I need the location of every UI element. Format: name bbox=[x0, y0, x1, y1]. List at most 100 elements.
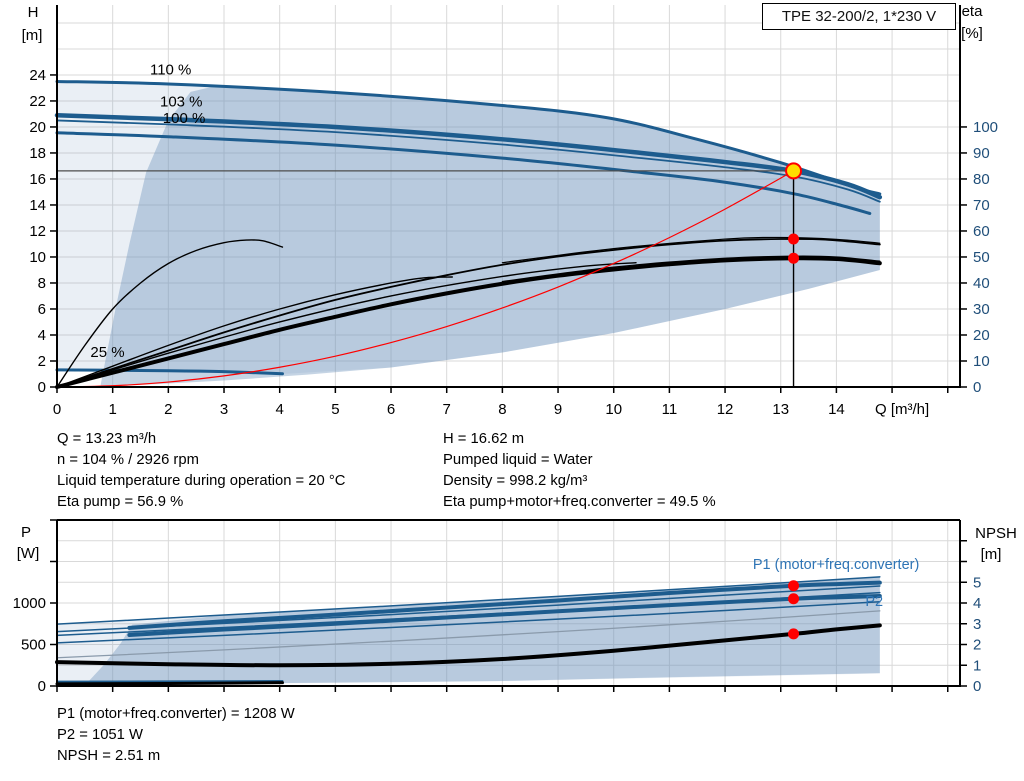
x-tick-label: 9 bbox=[554, 401, 562, 418]
series-eta-mid-75pct bbox=[56, 262, 637, 388]
y-left-tick-label: 12 bbox=[29, 223, 46, 240]
series-npsh-curve bbox=[55, 623, 882, 668]
series-eta-total-upper bbox=[501, 255, 881, 283]
y-right-tick-label: 80 bbox=[973, 171, 990, 188]
y-left-tick-label: 24 bbox=[29, 67, 46, 84]
series-curve-100pct bbox=[55, 131, 872, 215]
y-right-tick-label: 0 bbox=[973, 379, 981, 396]
y-left-axis-title: H bbox=[28, 4, 39, 21]
y-right-tick-label: 20 bbox=[973, 327, 990, 344]
x-tick-label: 3 bbox=[220, 401, 228, 418]
info-liquid-temp: Liquid temperature during operation = 20… bbox=[57, 473, 346, 489]
y-left-tick-label: 500 bbox=[21, 637, 46, 654]
y-right-tick-label: 60 bbox=[973, 223, 990, 240]
y-right-tick-label: 90 bbox=[973, 145, 990, 162]
marker-duty-point[interactable] bbox=[785, 162, 803, 180]
pump-model-title-box: TPE 32-200/2, 1*230 V bbox=[762, 3, 956, 30]
info-flow: Q = 13.23 m³/h bbox=[57, 431, 157, 447]
series-p2-25pct bbox=[55, 681, 284, 686]
plot-label: 100 % bbox=[163, 110, 206, 127]
info-pumped-liquid: Pumped liquid = Water bbox=[443, 452, 593, 468]
x-tick-label: 12 bbox=[717, 401, 734, 418]
series-eta-total bbox=[55, 256, 882, 389]
y-left-tick-label: 0 bbox=[38, 678, 46, 695]
info-eta-total: Eta pump+motor+freq.converter = 49.5 % bbox=[443, 494, 716, 510]
series-p-limit-gray bbox=[56, 610, 881, 659]
x-axis-title: Q [m³/h] bbox=[875, 401, 929, 418]
power-npsh-chart: P1 (motor+freq.converter) P2 0 500 1000 P [W] 0… bbox=[13, 519, 1017, 695]
x-tick-label: 10 bbox=[605, 401, 622, 418]
y-left-tick-label: 10 bbox=[29, 249, 46, 266]
x-tick-label: 11 bbox=[662, 401, 678, 418]
y-left-tick-label: 4 bbox=[38, 327, 46, 344]
duty-info-left: Q = 13.23 m³/h n = 104 % / 2926 rpm Liqu… bbox=[57, 429, 345, 513]
y-left-tick-label: 22 bbox=[29, 93, 46, 110]
qh-chart: 110 %103 %100 %25 %0 1 2 3 4 5 6 7 8 9 10 11 12 13 14 Q… bbox=[22, 3, 998, 418]
series-eta-25pct bbox=[56, 239, 284, 388]
x-tick-label: 1 bbox=[109, 401, 117, 418]
marker-eta-pump-dot bbox=[788, 233, 800, 245]
y-right-tick-label: 2 bbox=[973, 637, 981, 654]
series-eta-pump-upper bbox=[501, 236, 881, 264]
result-block: P1 (motor+freq.converter) = 1208 W P2 = … bbox=[57, 704, 295, 767]
series-curve-25pct bbox=[55, 368, 284, 376]
pump-model-title: TPE 32-200/2, 1*230 V bbox=[781, 8, 937, 25]
series-p1-25pct bbox=[56, 680, 284, 683]
x-tick-label: 13 bbox=[772, 401, 789, 418]
plot-label: P2 bbox=[865, 594, 883, 610]
duty-info-right: H = 16.62 m Pumped liquid = Water Densit… bbox=[443, 429, 716, 513]
plot-label: 103 % bbox=[160, 93, 203, 110]
y-right-tick-label: 0 bbox=[973, 678, 981, 695]
y-right-tick-label: 30 bbox=[973, 301, 990, 318]
result-p1: P1 (motor+freq.converter) = 1208 W bbox=[57, 706, 295, 722]
y-right-tick-label: 40 bbox=[973, 275, 990, 292]
marker-p2-dot bbox=[788, 593, 800, 605]
plot-label: 25 % bbox=[90, 344, 124, 361]
info-speed: n = 104 % / 2926 rpm bbox=[57, 452, 199, 468]
y-right-tick-label: 4 bbox=[973, 595, 981, 612]
y-left-tick-label: 2 bbox=[38, 353, 46, 370]
y-left-tick-label: 0 bbox=[38, 379, 46, 396]
y-left-tick-label: 16 bbox=[29, 171, 46, 188]
y-right-tick-label: 70 bbox=[973, 197, 990, 214]
series-p1-current bbox=[127, 580, 882, 630]
x-tick-label: 2 bbox=[164, 401, 172, 418]
marker-p1-dot bbox=[788, 580, 800, 592]
y-right-tick-label: 50 bbox=[973, 249, 990, 266]
y-right-tick-label: 10 bbox=[973, 353, 990, 370]
y-left-axis-title: [m] bbox=[22, 27, 43, 44]
series-system-curve bbox=[56, 170, 795, 388]
x-tick-label: 4 bbox=[276, 401, 284, 418]
y-left-axis-title: P bbox=[21, 524, 31, 541]
result-npsh: NPSH = 2.51 m bbox=[57, 748, 161, 764]
x-tick-label: 8 bbox=[498, 401, 506, 418]
y-left-tick-label: 6 bbox=[38, 301, 46, 318]
y-right-tick-label: 1 bbox=[973, 657, 981, 674]
y-right-axis-title: [m] bbox=[981, 546, 1002, 563]
y-right-tick-label: 100 bbox=[973, 119, 998, 136]
series-p2-100pct bbox=[56, 601, 881, 644]
series-eta-pump bbox=[56, 237, 881, 388]
result-p2: P2 = 1051 W bbox=[57, 727, 143, 743]
x-tick-label: 6 bbox=[387, 401, 395, 418]
y-left-axis-title: [W] bbox=[17, 545, 40, 562]
y-left-tick-label: 8 bbox=[38, 275, 46, 292]
y-left-tick-label: 1000 bbox=[13, 595, 46, 612]
y-right-axis-title: NPSH bbox=[975, 525, 1017, 542]
series-eta-mid-50pct bbox=[56, 276, 453, 388]
y-right-axis-title: [%] bbox=[961, 25, 983, 42]
series-curve-104pct-current bbox=[54, 113, 883, 200]
y-right-tick-label: 3 bbox=[973, 616, 981, 633]
y-left-tick-label: 20 bbox=[29, 119, 46, 136]
y-left-tick-label: 14 bbox=[29, 197, 46, 214]
x-tick-label: 0 bbox=[53, 401, 61, 418]
info-density: Density = 998.2 kg/m³ bbox=[443, 473, 588, 489]
marker-npsh-dot bbox=[788, 628, 800, 640]
x-tick-label: 14 bbox=[828, 401, 845, 418]
series-curve-103pct bbox=[56, 119, 881, 203]
info-head: H = 16.62 m bbox=[443, 431, 525, 447]
x-tick-label: 7 bbox=[443, 401, 451, 418]
y-right-tick-label: 5 bbox=[973, 574, 981, 591]
